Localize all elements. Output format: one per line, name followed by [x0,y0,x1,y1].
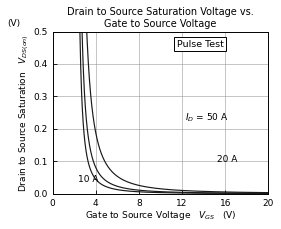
Text: 20 A: 20 A [217,155,237,164]
Title: Drain to Source Saturation Voltage vs.
Gate to Source Voltage: Drain to Source Saturation Voltage vs. G… [67,7,254,29]
Text: 10 A: 10 A [78,175,99,184]
Text: $I_D$ = 50 A: $I_D$ = 50 A [185,111,229,124]
Text: (V): (V) [7,19,21,28]
Text: Pulse Test: Pulse Test [177,40,224,49]
Y-axis label: Drain to Source Saturation   $V_{DS(on)}$: Drain to Source Saturation $V_{DS(on)}$ [17,34,31,192]
X-axis label: Gate to Source Voltage   $V_{GS}$   (V): Gate to Source Voltage $V_{GS}$ (V) [85,209,236,222]
